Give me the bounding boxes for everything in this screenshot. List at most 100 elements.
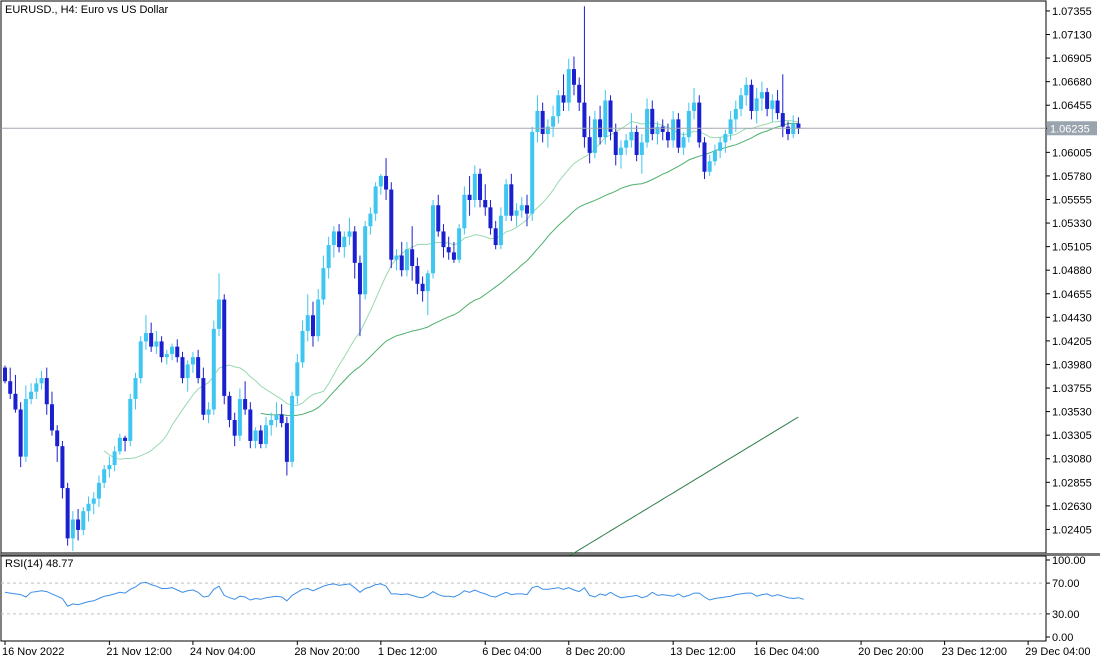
candle-body (399, 255, 404, 271)
candle-body (655, 126, 660, 135)
current-price-tag (1047, 121, 1097, 136)
candle-body (175, 346, 180, 358)
candlestick-series (3, 6, 801, 551)
price-axis-label: 1.03530 (1052, 407, 1092, 419)
candle-body (258, 430, 263, 445)
candle-body (754, 98, 759, 111)
price-panel: 1.07355 1.07130 1.06905 1.06680 1.06455 1.062… (0, 0, 1100, 557)
price-axis-label: 1.07355 (1052, 6, 1092, 18)
candle-body (201, 378, 206, 415)
price-axis-label: 1.06680 (1052, 77, 1092, 89)
candle-body (671, 119, 676, 141)
candle-body (91, 498, 96, 504)
candle-body (196, 357, 201, 379)
candle-body (603, 100, 608, 138)
candle-body (227, 395, 232, 420)
candle-body (389, 189, 394, 260)
time-axis-label: 29 Dec 04:00 (1025, 646, 1090, 658)
candle-body (702, 142, 707, 172)
price-axis-label: 1.05330 (1052, 218, 1092, 230)
price-axis-label: 1.04880 (1052, 265, 1092, 277)
candle-body (733, 108, 738, 120)
candle-body (86, 503, 91, 512)
candle-body (786, 126, 790, 135)
candle-body (519, 205, 524, 211)
candle-body (138, 341, 143, 379)
candle-body (451, 252, 456, 260)
candle-body (707, 161, 712, 172)
candle-body (420, 283, 425, 292)
candle-body (577, 84, 582, 103)
candle-body (373, 186, 378, 214)
candle-body (217, 299, 222, 329)
candle-body (164, 353, 169, 358)
candle-body (551, 116, 556, 127)
candle-body (159, 341, 164, 358)
candle-body (765, 92, 770, 109)
candle-body (363, 226, 368, 295)
candle-body (504, 184, 509, 216)
rsi-panel-frame (0, 555, 1047, 642)
candle-body (535, 110, 540, 132)
candle-body (608, 100, 613, 132)
candle-body (279, 414, 284, 424)
candle-body (8, 381, 13, 394)
candle-body (618, 147, 623, 155)
candle-body (634, 131, 639, 155)
candle-body (415, 266, 420, 284)
candle-body (331, 231, 336, 246)
candle-body (180, 357, 185, 379)
candle-body (123, 437, 128, 441)
candle-body (290, 395, 295, 462)
candle-body (723, 134, 728, 143)
candle-body (295, 362, 300, 396)
candle-body (13, 393, 18, 410)
candle-body (498, 215, 503, 246)
candle-body (566, 69, 571, 103)
candle-body (243, 399, 248, 410)
candle-body (368, 213, 373, 227)
candle-body (274, 414, 279, 420)
time-axis-label: 24 Nov 04:00 (190, 646, 255, 658)
candle-body (493, 228, 498, 246)
candle-body (143, 333, 148, 342)
price-axis-label: 1.06455 (1052, 100, 1092, 112)
price-axis-label: 1.07130 (1052, 30, 1092, 42)
time-axis: 16 Nov 2022 21 Nov 12:00 24 Nov 04:00 28 No… (2, 641, 1091, 658)
rsi-axis-label: 30.00 (1052, 609, 1080, 621)
candle-body (759, 92, 764, 99)
candle-body (712, 150, 717, 162)
time-axis-label: 16 Dec 04:00 (754, 646, 819, 658)
ma-slow-line (568, 416, 799, 557)
price-axis-label: 1.02855 (1052, 477, 1092, 489)
price-axis-label: 1.02630 (1052, 501, 1092, 513)
candle-body (342, 236, 347, 248)
candle-body (624, 140, 629, 148)
candle-body (467, 194, 472, 201)
price-axis-label: 1.02405 (1052, 524, 1092, 536)
time-axis-label: 8 Dec 20:00 (566, 646, 625, 658)
candle-body (718, 142, 723, 151)
candle-body (316, 299, 321, 337)
price-axis-label: 1.03305 (1052, 430, 1092, 442)
price-axis-label: 1.03755 (1052, 383, 1092, 395)
candle-body (728, 119, 733, 135)
candle-body (645, 108, 650, 143)
candle-body (305, 315, 310, 331)
candle-body (128, 399, 133, 441)
candle-body (44, 378, 49, 405)
price-axis-label: 1.05555 (1052, 194, 1092, 206)
candle-body (697, 102, 702, 143)
candle-body (431, 205, 436, 274)
candle-body (749, 84, 754, 111)
candle-body (352, 231, 357, 263)
candle-body (133, 378, 138, 400)
candle-body (629, 131, 634, 141)
candle-body (660, 126, 665, 132)
candle-body (185, 364, 190, 379)
candle-body (770, 100, 775, 109)
candle-body (446, 247, 451, 253)
ma-mid-line (260, 122, 799, 417)
